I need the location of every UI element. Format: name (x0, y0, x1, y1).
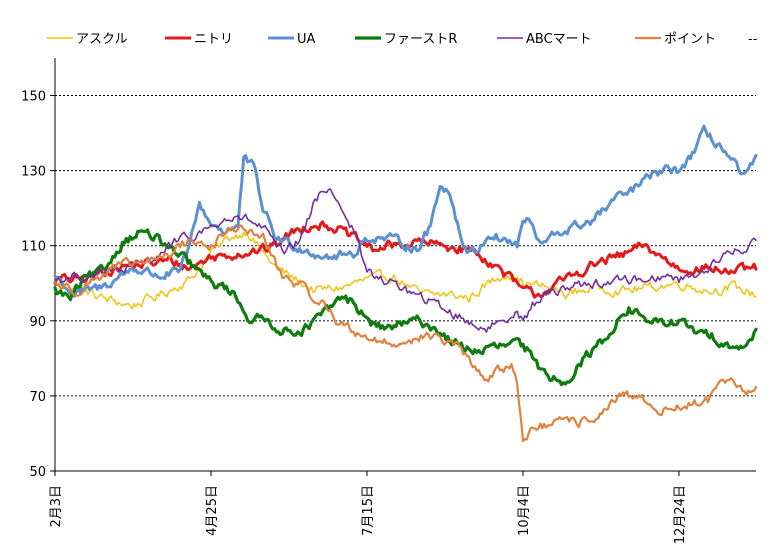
axes: 50 70 90 110 130 150 2月3日 4月25日 7月15日 10月4日 12月24日 (21, 58, 756, 544)
x-tick-label-4: 12月24日 (673, 485, 688, 544)
y-tick-label-150: 150 (21, 90, 46, 105)
legend-label-3: ファーストR (384, 32, 457, 47)
series-line-1 (53, 220, 758, 299)
legend-label-2: UA (297, 32, 316, 47)
y-tick-label-110: 110 (21, 240, 46, 255)
series-line-5 (53, 224, 758, 443)
x-tick-label-3: 10月4日 (517, 485, 532, 536)
x-tick-label-2: 7月15日 (361, 485, 376, 536)
legend-label-5: ポイント (664, 32, 716, 47)
series-line-3 (53, 228, 758, 387)
x-tick-label-0: 2月3日 (49, 485, 64, 528)
series-line-4 (54, 188, 757, 333)
legend-label-1: ニトリ (194, 32, 233, 47)
x-tick-label-1: 4月25日 (205, 485, 220, 536)
series-group (53, 124, 758, 443)
y-tick-label-130: 130 (21, 165, 46, 180)
legend-label-4: ABCマート (526, 32, 592, 47)
y-tick-label-90: 90 (29, 315, 46, 330)
series-line-2 (53, 124, 758, 298)
legend-overflow-indicator: -- (748, 32, 758, 47)
y-tick-label-50: 50 (29, 465, 46, 480)
legend-label-0: アスクル (76, 32, 128, 47)
y-tick-label-70: 70 (29, 390, 46, 405)
legend: アスクル ニトリ UA ファーストR ABCマート ポイント -- (47, 32, 758, 47)
